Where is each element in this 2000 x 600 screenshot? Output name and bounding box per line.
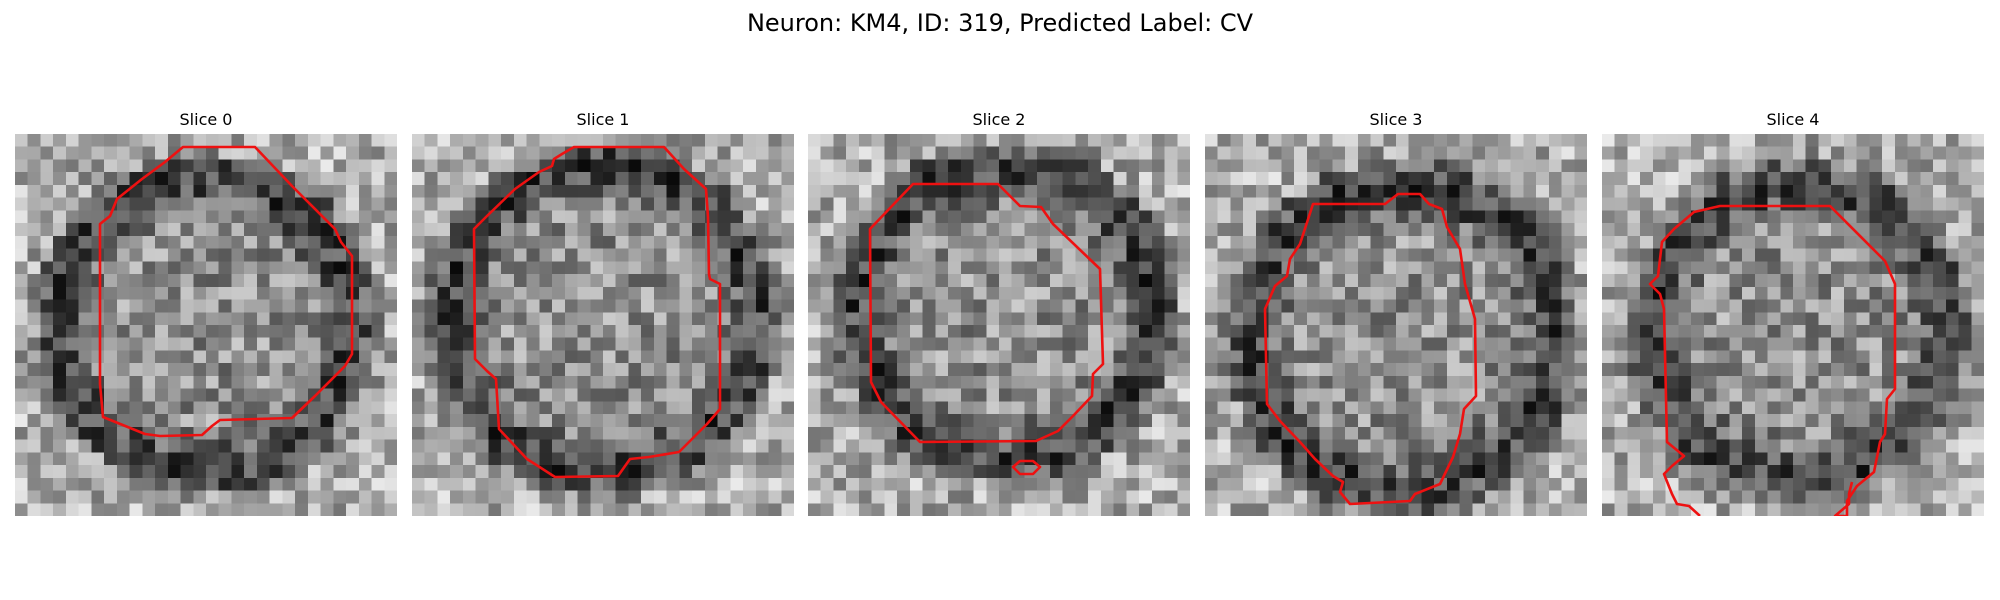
slice-image-4: [1602, 134, 1984, 516]
contour-island-2: [1011, 459, 1042, 476]
contour-line-3: [1263, 192, 1478, 506]
slice-panel-0: Slice 0: [15, 108, 397, 528]
slice-panel-3: Slice 3: [1205, 108, 1587, 528]
contour-line-4: [1648, 204, 1897, 516]
slice-grayscale-image-3: [1205, 134, 1587, 516]
slice-panel-4: Slice 4: [1602, 108, 1984, 528]
contour-line-1: [472, 145, 722, 479]
slice-title-0: Slice 0: [179, 110, 233, 129]
slice-title-2: Slice 2: [972, 110, 1026, 129]
figure-title: Neuron: KM4, ID: 319, Predicted Label: C…: [746, 9, 1254, 37]
contour-overlay-1: [472, 145, 722, 479]
contour-overlay-2: [868, 182, 1105, 476]
slice-grayscale-image-0: [15, 134, 397, 516]
slice-title-4: Slice 4: [1766, 110, 1820, 129]
slice-image-0: [15, 134, 397, 516]
contour-overlay-0: [98, 145, 354, 438]
contour-overlay-3: [1263, 192, 1478, 506]
contour-overlay-4: [1648, 204, 1897, 516]
slice-grayscale-image-4: [1602, 134, 1984, 516]
slice-image-2: [808, 134, 1190, 516]
slice-image-1: [412, 134, 794, 516]
slice-title-1: Slice 1: [576, 110, 630, 129]
contour-line-0: [98, 145, 354, 438]
slice-image-3: [1205, 134, 1587, 516]
contour-line-2: [868, 182, 1105, 444]
slice-panel-1: Slice 1: [412, 108, 794, 528]
slice-panel-2: Slice 2: [808, 108, 1190, 528]
slice-title-3: Slice 3: [1369, 110, 1423, 129]
